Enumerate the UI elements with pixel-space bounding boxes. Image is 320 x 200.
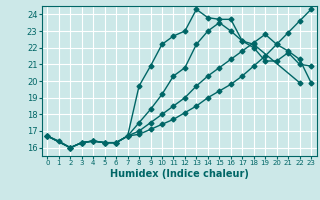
- X-axis label: Humidex (Indice chaleur): Humidex (Indice chaleur): [110, 169, 249, 179]
